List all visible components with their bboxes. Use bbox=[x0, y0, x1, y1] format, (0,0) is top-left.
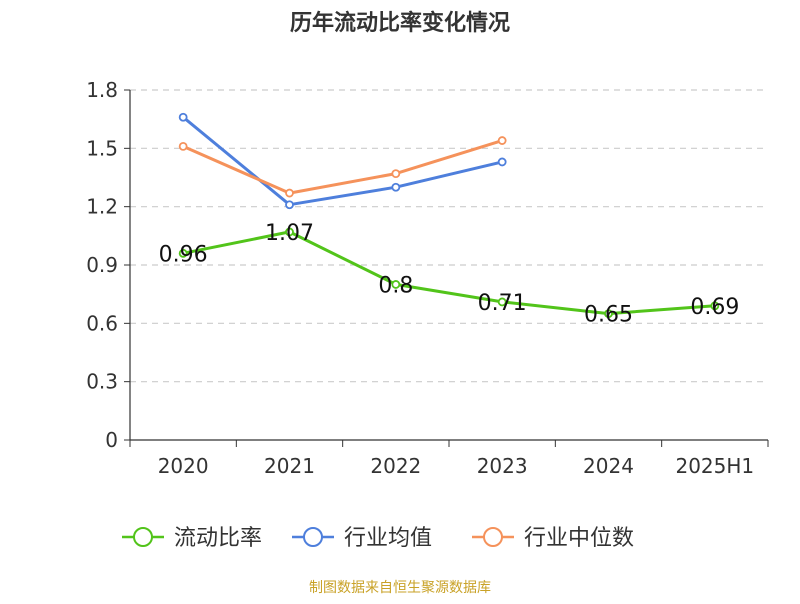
legend-item: 流动比率 bbox=[122, 526, 262, 551]
data-point bbox=[178, 141, 188, 151]
data-point bbox=[710, 301, 720, 311]
data-point bbox=[285, 227, 294, 237]
legend-label: 行业中位数 bbox=[524, 526, 634, 551]
data-label: 0.71 bbox=[478, 291, 527, 316]
axes: 0 0.3 0.6 0.9 1.2 1.5 1.8 2020 2021 2022 2023 2024 2… bbox=[86, 78, 769, 478]
data-point bbox=[497, 157, 507, 167]
y-tick-label: 0 bbox=[105, 428, 118, 452]
y-tick-label: 1.8 bbox=[86, 78, 118, 102]
series-line-0 bbox=[182, 230, 715, 316]
data-point bbox=[285, 188, 294, 198]
data-point bbox=[391, 280, 401, 289]
data-point bbox=[178, 248, 188, 258]
data-point bbox=[497, 136, 507, 145]
series-line-2 bbox=[182, 139, 503, 195]
data-label: 1.07 bbox=[265, 221, 314, 246]
legend-item: 行业中位数 bbox=[472, 526, 634, 551]
data-point bbox=[604, 309, 613, 319]
data-label: 0.96 bbox=[159, 242, 208, 267]
legend-item: 行业均值 bbox=[292, 526, 432, 551]
legend: 流动比率 行业均值 行业中位数 bbox=[122, 526, 634, 551]
data-label: 0.65 bbox=[584, 303, 633, 328]
legend-marker bbox=[483, 527, 503, 547]
y-tick-label: 0.6 bbox=[86, 311, 118, 335]
grid-lines bbox=[130, 89, 768, 383]
data-point bbox=[285, 200, 294, 210]
data-point bbox=[497, 297, 507, 307]
data-labels: 0.96 1.07 0.8 0.71 0.65 0.69 bbox=[159, 221, 740, 328]
x-tick-label: 2020 bbox=[158, 454, 209, 478]
y-tick-label: 1.2 bbox=[86, 195, 118, 219]
y-tick-label: 0.9 bbox=[86, 253, 118, 277]
x-tick-label: 2023 bbox=[477, 454, 528, 478]
data-label: 0.8 bbox=[378, 273, 413, 298]
series-line-1 bbox=[182, 116, 503, 207]
data-label: 0.69 bbox=[690, 295, 739, 320]
series-lines bbox=[178, 112, 720, 319]
source-note: 制图数据来自恒生聚源数据库 bbox=[309, 580, 491, 596]
chart-title: 历年流动比率变化情况 bbox=[290, 10, 510, 36]
legend-label: 流动比率 bbox=[174, 526, 262, 551]
y-tick-label: 1.5 bbox=[86, 136, 118, 160]
y-tick-label: 0.3 bbox=[86, 370, 118, 394]
data-point bbox=[178, 112, 188, 122]
x-tick-label: 2025H1 bbox=[675, 454, 754, 478]
data-point bbox=[391, 169, 401, 179]
legend-marker bbox=[133, 527, 153, 547]
x-tick-label: 2021 bbox=[264, 454, 315, 478]
x-tick-label: 2022 bbox=[370, 454, 421, 478]
legend-label: 行业均值 bbox=[344, 526, 432, 551]
legend-marker bbox=[303, 527, 323, 547]
data-point bbox=[391, 182, 401, 192]
x-tick-label: 2024 bbox=[583, 454, 634, 478]
